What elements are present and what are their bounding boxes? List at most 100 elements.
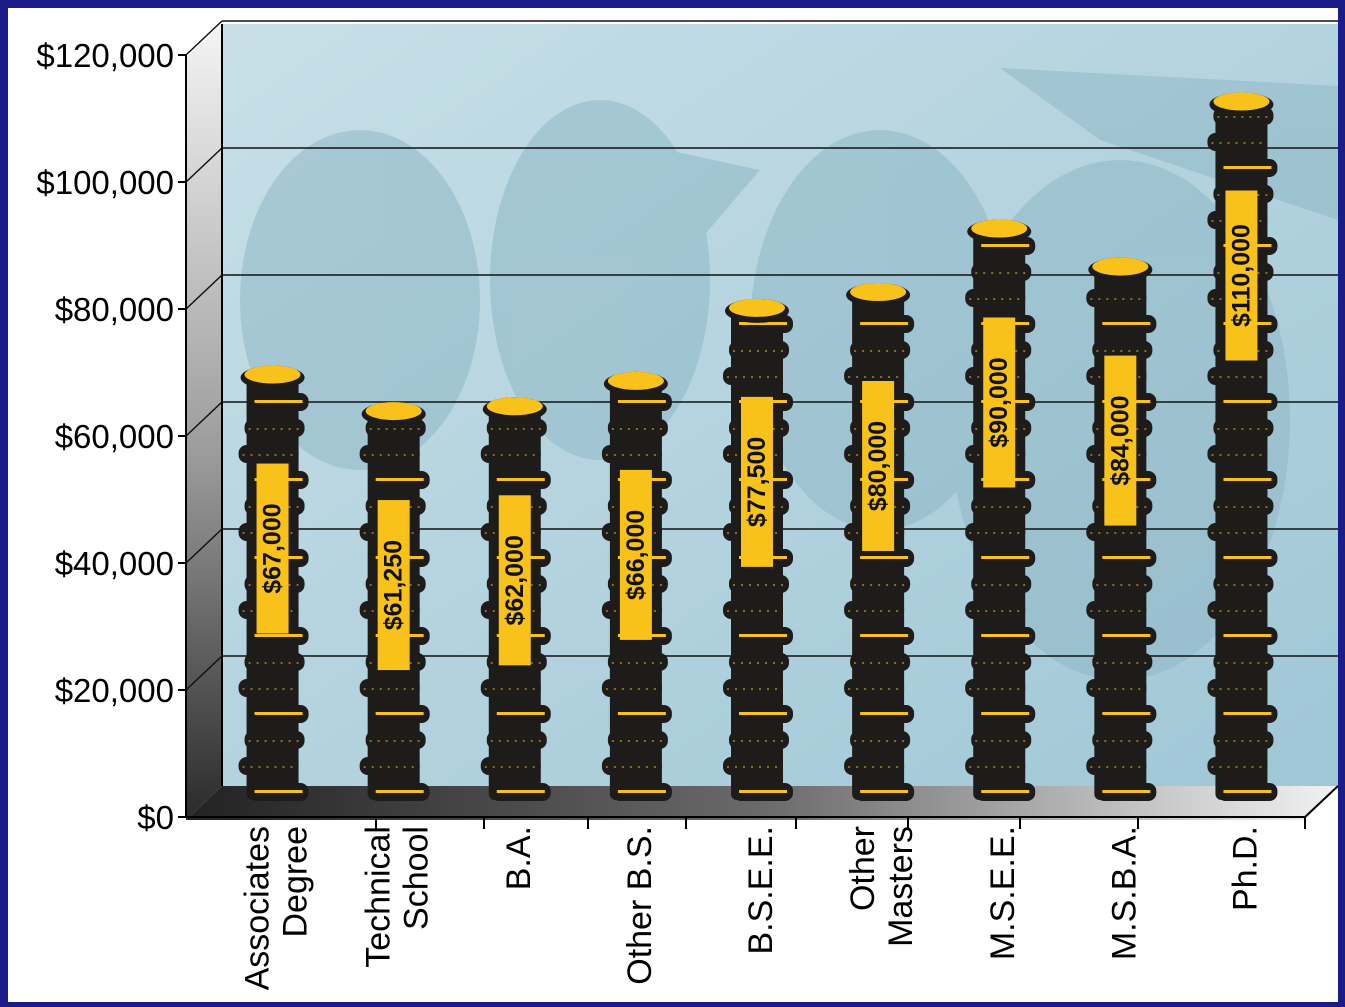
wall-gridline bbox=[185, 655, 223, 691]
y-axis: $0 $20,000 $40,000 $60,000 $80,000 $100,000 $1… bbox=[36, 24, 1339, 836]
coin-edge bbox=[1102, 712, 1151, 715]
x-category-label: Degree bbox=[277, 826, 315, 938]
x-category-label: B.A. bbox=[500, 826, 538, 890]
coin-edge bbox=[254, 634, 303, 637]
coin bbox=[486, 731, 547, 749]
photo-silhouettes bbox=[240, 68, 1338, 680]
coin bbox=[607, 653, 668, 671]
top-coin-face bbox=[729, 298, 785, 317]
coin-stack-bar: $61,250 bbox=[359, 402, 430, 801]
value-label: $110,000 bbox=[1227, 224, 1255, 327]
coin bbox=[844, 367, 905, 385]
coin bbox=[1213, 731, 1274, 749]
coin bbox=[365, 731, 426, 749]
coin bbox=[1086, 289, 1147, 307]
coin bbox=[1207, 601, 1268, 619]
coin bbox=[1207, 445, 1268, 463]
value-label: $67,000 bbox=[259, 503, 287, 593]
top-coin-face bbox=[244, 365, 301, 384]
coin bbox=[1213, 497, 1274, 515]
coin-edge bbox=[617, 400, 666, 403]
y-tick-label: $100,000 bbox=[36, 164, 174, 201]
wall-gridline bbox=[185, 401, 223, 437]
y-tick-label: $120,000 bbox=[36, 37, 174, 74]
y-tick-label: $60,000 bbox=[55, 418, 174, 455]
value-label-bg bbox=[862, 381, 895, 551]
coin bbox=[729, 731, 789, 749]
coin bbox=[844, 601, 905, 619]
coin bbox=[480, 679, 541, 697]
coin bbox=[1207, 133, 1268, 151]
coin bbox=[244, 653, 305, 671]
coin bbox=[965, 523, 1026, 541]
coin-edge bbox=[617, 712, 666, 715]
value-label: $84,000 bbox=[1106, 395, 1134, 485]
coin bbox=[1086, 679, 1147, 697]
coin bbox=[971, 575, 1032, 593]
wall-gridline bbox=[185, 20, 223, 56]
coin-edge bbox=[981, 634, 1030, 637]
coin bbox=[607, 419, 668, 437]
x-category-label: M.S.E.E. bbox=[984, 826, 1022, 960]
coin-edge bbox=[1223, 478, 1272, 481]
coin bbox=[480, 445, 541, 463]
wall-gridline bbox=[185, 147, 223, 183]
coin bbox=[480, 757, 541, 775]
coin-edge bbox=[860, 322, 909, 325]
coin-edge bbox=[860, 712, 909, 715]
value-label: $61,250 bbox=[380, 540, 408, 630]
value-label: $62,000 bbox=[501, 535, 529, 625]
coin-edge bbox=[739, 322, 787, 325]
y-tick-label: $20,000 bbox=[55, 672, 174, 709]
y-tick-label: $80,000 bbox=[55, 291, 174, 328]
coin bbox=[359, 445, 420, 463]
left-wall bbox=[186, 24, 222, 820]
coin-edge bbox=[981, 244, 1030, 247]
coin-edge bbox=[1223, 634, 1272, 637]
coin bbox=[1213, 575, 1274, 593]
top-coin-face bbox=[1092, 257, 1149, 276]
coin-edge bbox=[254, 712, 303, 715]
value-label: $90,000 bbox=[985, 357, 1013, 447]
coin bbox=[1092, 731, 1153, 749]
wall-gridline bbox=[185, 528, 223, 564]
coin bbox=[1207, 757, 1268, 775]
coin-edge bbox=[981, 556, 1030, 559]
coin-edge bbox=[496, 712, 545, 715]
coin bbox=[486, 419, 547, 437]
coin bbox=[850, 653, 911, 671]
x-axis: Associates Degree Technical School B.A. Other… bbox=[239, 817, 1306, 990]
coin bbox=[1207, 523, 1268, 541]
coin bbox=[971, 731, 1032, 749]
coin bbox=[1207, 367, 1268, 385]
value-label-bg bbox=[619, 469, 652, 640]
coin-stack-bar: $67,000 bbox=[238, 365, 309, 801]
top-coin-face bbox=[850, 283, 907, 301]
floor-edge bbox=[1304, 785, 1339, 818]
coin bbox=[723, 601, 783, 619]
coin-edge bbox=[1102, 322, 1151, 325]
coin bbox=[844, 679, 905, 697]
coin bbox=[971, 653, 1032, 671]
coin bbox=[1092, 341, 1153, 359]
coin bbox=[1092, 653, 1153, 671]
floor bbox=[186, 786, 1338, 820]
coin bbox=[359, 679, 420, 697]
coin bbox=[238, 679, 299, 697]
value-label-bg bbox=[256, 463, 289, 634]
x-category-label: M.S.B.A. bbox=[1105, 826, 1143, 960]
coin bbox=[723, 367, 783, 385]
value-label-bg bbox=[498, 495, 531, 666]
x-category-label: Other B.S. bbox=[621, 826, 659, 985]
x-category-label: Masters bbox=[882, 826, 920, 947]
coin-edge bbox=[375, 478, 424, 481]
value-label: $77,500 bbox=[743, 437, 771, 527]
coin-edge bbox=[981, 712, 1030, 715]
coin bbox=[1086, 757, 1147, 775]
coin bbox=[965, 757, 1026, 775]
value-label: $80,000 bbox=[864, 421, 892, 511]
coin bbox=[729, 653, 789, 671]
coin bbox=[965, 289, 1026, 307]
coin-edge bbox=[1223, 166, 1272, 169]
bars: $67,000 $61,250 $62,000 $66,000 $77,500 $80,0… bbox=[238, 92, 1278, 801]
